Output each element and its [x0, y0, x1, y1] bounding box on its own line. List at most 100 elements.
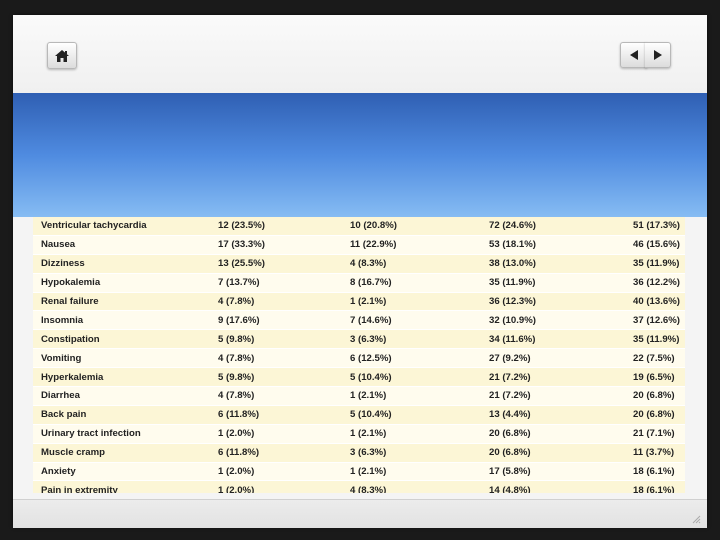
- value-cell: 1 (2.1%): [348, 424, 484, 444]
- value-cell: 21 (7.2%): [484, 367, 623, 388]
- value-cell: 8 (16.7%): [348, 273, 484, 293]
- value-cell: 35 (11.9%): [623, 329, 685, 350]
- table-row: Diarrhea 4 (7.8%) 1 (2.1%) 21 (7.2%) 20 (6.8…: [33, 386, 685, 406]
- value-cell: 4 (7.8%): [211, 386, 348, 406]
- next-slide-button[interactable]: [645, 42, 671, 68]
- value-cell: 37 (12.6%): [623, 310, 685, 331]
- value-cell: 36 (12.2%): [623, 273, 685, 293]
- previous-slide-button[interactable]: [620, 42, 647, 68]
- value-cell: 34 (11.6%): [484, 329, 623, 350]
- table-row: Dizziness 13 (25.5%) 4 (8.3%) 38 (13.0%) 35 …: [33, 254, 685, 274]
- value-cell: 46 (15.6%): [623, 235, 685, 255]
- table-row: Muscle cramp 6 (11.8%) 3 (6.3%) 20 (6.8%) 11…: [33, 443, 685, 463]
- event-name-cell: Pain in extremity: [33, 480, 211, 493]
- value-cell: 6 (11.8%): [211, 443, 348, 463]
- value-cell: 38 (13.0%): [484, 254, 623, 274]
- value-cell: 20 (6.8%): [484, 424, 623, 444]
- value-cell: 35 (11.9%): [484, 273, 623, 293]
- value-cell: 3 (6.3%): [348, 329, 484, 350]
- value-cell: 11 (22.9%): [348, 235, 484, 255]
- value-cell: 20 (6.8%): [623, 405, 685, 425]
- value-cell: 1 (2.0%): [211, 462, 348, 482]
- table-row: Renal failure 4 (7.8%) 1 (2.1%) 36 (12.3%) 4…: [33, 292, 685, 312]
- event-name-cell: Dizziness: [33, 254, 211, 274]
- value-cell: 13 (25.5%): [211, 254, 348, 274]
- title-banner: [13, 93, 707, 217]
- event-name-cell: Ventricular tachycardia: [33, 217, 211, 236]
- event-name-cell: Vomiting: [33, 348, 211, 369]
- value-cell: 11 (3.7%): [623, 443, 685, 463]
- event-name-cell: Urinary tract infection: [33, 424, 211, 444]
- home-button[interactable]: [47, 42, 77, 69]
- value-cell: 4 (7.8%): [211, 292, 348, 312]
- value-cell: 5 (10.4%): [348, 405, 484, 425]
- table-body: Ventricular tachycardia 12 (23.5%) 10 (20.…: [33, 217, 685, 493]
- value-cell: 32 (10.9%): [484, 310, 623, 331]
- event-name-cell: Renal failure: [33, 292, 211, 312]
- slide: Ventricular tachycardia 12 (23.5%) 10 (20.…: [13, 15, 707, 528]
- top-toolbar: [13, 15, 707, 93]
- event-name-cell: Hyperkalemia: [33, 367, 211, 388]
- home-icon: [55, 49, 69, 62]
- value-cell: 51 (17.3%): [623, 217, 685, 236]
- table-row: Anxiety 1 (2.0%) 1 (2.1%) 17 (5.8%) 18 (6.1%…: [33, 462, 685, 482]
- event-name-cell: Back pain: [33, 405, 211, 425]
- value-cell: 1 (2.0%): [211, 424, 348, 444]
- value-cell: 20 (6.8%): [484, 443, 623, 463]
- table-row: Hypokalemia 7 (13.7%) 8 (16.7%) 35 (11.9%) 3…: [33, 273, 685, 293]
- value-cell: 6 (11.8%): [211, 405, 348, 425]
- value-cell: 19 (6.5%): [623, 367, 685, 388]
- adverse-events-table: Ventricular tachycardia 12 (23.5%) 10 (20.…: [33, 217, 685, 493]
- value-cell: 13 (4.4%): [484, 405, 623, 425]
- value-cell: 27 (9.2%): [484, 348, 623, 369]
- table-row: Insomnia 9 (17.6%) 7 (14.6%) 32 (10.9%) 37 (…: [33, 310, 685, 331]
- value-cell: 5 (9.8%): [211, 367, 348, 388]
- value-cell: 53 (18.1%): [484, 235, 623, 255]
- value-cell: 40 (13.6%): [623, 292, 685, 312]
- value-cell: 1 (2.0%): [211, 480, 348, 493]
- triangle-right-icon: [653, 50, 662, 60]
- table-row: Ventricular tachycardia 12 (23.5%) 10 (20.…: [33, 217, 685, 236]
- table-row: Pain in extremity 1 (2.0%) 4 (8.3%) 14 (4.8…: [33, 480, 685, 493]
- value-cell: 22 (7.5%): [623, 348, 685, 369]
- table-row: Constipation 5 (9.8%) 3 (6.3%) 34 (11.6%) 35…: [33, 329, 685, 350]
- table-row: Hyperkalemia 5 (9.8%) 5 (10.4%) 21 (7.2%) 19…: [33, 367, 685, 388]
- table-row: Back pain 6 (11.8%) 5 (10.4%) 13 (4.4%) 20 (…: [33, 405, 685, 425]
- event-name-cell: Hypokalemia: [33, 273, 211, 293]
- value-cell: 5 (10.4%): [348, 367, 484, 388]
- value-cell: 21 (7.1%): [623, 424, 685, 444]
- value-cell: 1 (2.1%): [348, 292, 484, 312]
- value-cell: 36 (12.3%): [484, 292, 623, 312]
- value-cell: 21 (7.2%): [484, 386, 623, 406]
- value-cell: 9 (17.6%): [211, 310, 348, 331]
- table-row: Nausea 17 (33.3%) 11 (22.9%) 53 (18.1%) 46 (…: [33, 235, 685, 255]
- value-cell: 6 (12.5%): [348, 348, 484, 369]
- event-name-cell: Muscle cramp: [33, 443, 211, 463]
- value-cell: 72 (24.6%): [484, 217, 623, 236]
- value-cell: 4 (8.3%): [348, 254, 484, 274]
- event-name-cell: Constipation: [33, 329, 211, 350]
- resize-grip-icon[interactable]: [691, 514, 701, 524]
- value-cell: 5 (9.8%): [211, 329, 348, 350]
- event-name-cell: Insomnia: [33, 310, 211, 331]
- bottom-bar: [13, 499, 707, 528]
- value-cell: 17 (5.8%): [484, 462, 623, 482]
- triangle-left-icon: [629, 50, 638, 60]
- value-cell: 3 (6.3%): [348, 443, 484, 463]
- value-cell: 12 (23.5%): [211, 217, 348, 236]
- value-cell: 4 (8.3%): [348, 480, 484, 493]
- table-row: Urinary tract infection 1 (2.0%) 1 (2.1%) 2…: [33, 424, 685, 444]
- value-cell: 7 (14.6%): [348, 310, 484, 331]
- event-name-cell: Nausea: [33, 235, 211, 255]
- event-name-cell: Diarrhea: [33, 386, 211, 406]
- value-cell: 14 (4.8%): [484, 480, 623, 493]
- value-cell: 1 (2.1%): [348, 462, 484, 482]
- value-cell: 18 (6.1%): [623, 480, 685, 493]
- value-cell: 7 (13.7%): [211, 273, 348, 293]
- value-cell: 4 (7.8%): [211, 348, 348, 369]
- event-name-cell: Anxiety: [33, 462, 211, 482]
- table-row: Vomiting 4 (7.8%) 6 (12.5%) 27 (9.2%) 22 (7.…: [33, 348, 685, 369]
- value-cell: 20 (6.8%): [623, 386, 685, 406]
- value-cell: 1 (2.1%): [348, 386, 484, 406]
- value-cell: 17 (33.3%): [211, 235, 348, 255]
